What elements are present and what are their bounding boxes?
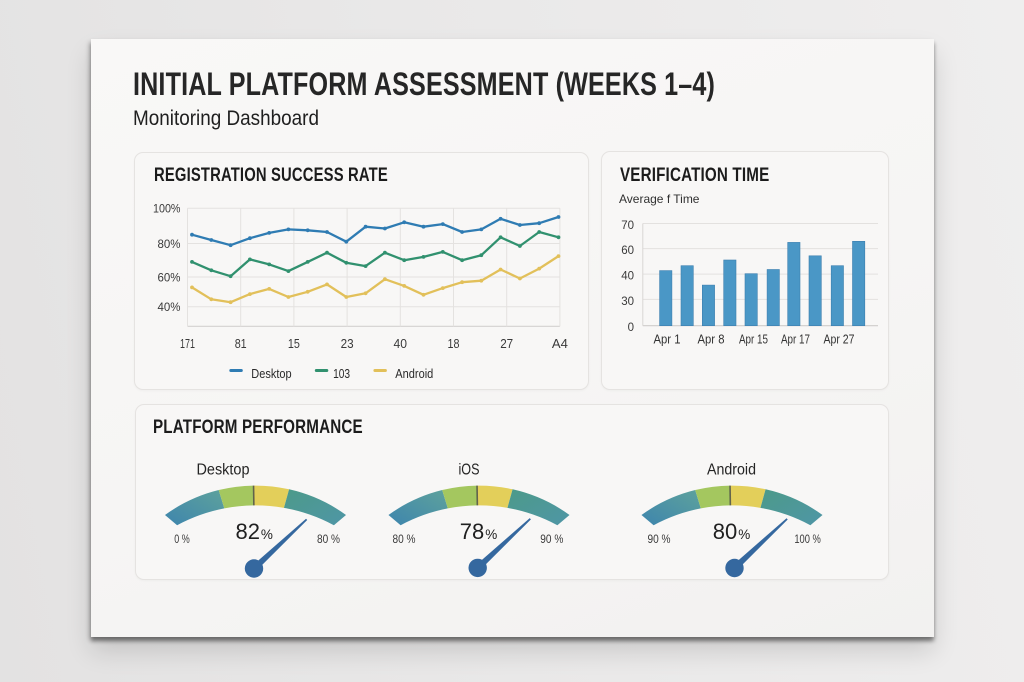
svg-text:Apr 15: Apr 15 <box>739 333 768 347</box>
svg-text:Apr 27: Apr 27 <box>824 333 855 347</box>
svg-text:A4: A4 <box>552 336 568 351</box>
svg-text:18: 18 <box>448 336 460 351</box>
svg-text:80 %: 80 % <box>317 532 340 546</box>
svg-text:80%: 80% <box>158 237 181 251</box>
svg-text:78: 78 <box>460 519 484 544</box>
svg-text:40: 40 <box>394 336 408 351</box>
svg-text:27: 27 <box>500 336 513 351</box>
svg-text:103: 103 <box>333 366 350 381</box>
svg-text:23: 23 <box>341 336 354 351</box>
svg-text:30: 30 <box>621 296 634 308</box>
svg-text:90 %: 90 % <box>648 532 671 546</box>
svg-text:%: % <box>261 527 273 542</box>
svg-text:Apr 1: Apr 1 <box>654 333 681 347</box>
svg-text:0: 0 <box>628 322 634 334</box>
svg-text:60%: 60% <box>158 271 181 285</box>
svg-text:Apr 8: Apr 8 <box>698 333 725 347</box>
svg-text:60: 60 <box>621 245 634 257</box>
svg-text:81: 81 <box>235 336 247 351</box>
svg-text:40: 40 <box>621 271 634 283</box>
svg-text:0 %: 0 % <box>174 532 190 546</box>
svg-text:Desktop: Desktop <box>251 366 291 381</box>
svg-text:80: 80 <box>713 519 737 544</box>
svg-text:Apr 17: Apr 17 <box>781 333 810 347</box>
svg-text:100%: 100% <box>153 202 181 216</box>
svg-text:171: 171 <box>180 336 195 351</box>
svg-text:80 %: 80 % <box>393 532 416 546</box>
svg-text:%: % <box>485 527 497 542</box>
svg-text:100 %: 100 % <box>794 532 821 546</box>
svg-text:Desktop: Desktop <box>197 462 250 479</box>
svg-text:%: % <box>738 527 750 542</box>
svg-text:15: 15 <box>288 336 300 351</box>
svg-text:82: 82 <box>235 519 259 544</box>
svg-text:70: 70 <box>621 220 634 232</box>
svg-text:Android: Android <box>707 462 756 479</box>
svg-text:90 %: 90 % <box>540 532 563 546</box>
svg-text:Android: Android <box>395 366 433 381</box>
svg-text:iOS: iOS <box>459 462 480 479</box>
svg-text:40%: 40% <box>158 300 181 314</box>
